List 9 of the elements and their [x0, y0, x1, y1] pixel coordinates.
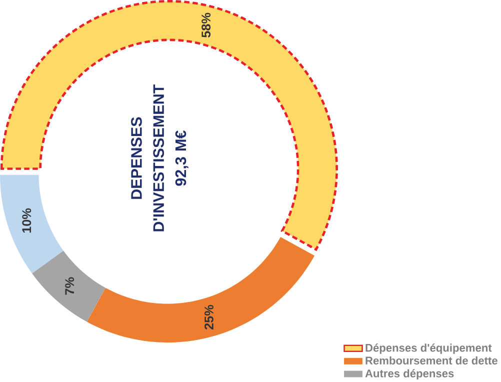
- legend-label: Dépenses d'équipement: [366, 344, 492, 354]
- data-label: 7%: [65, 277, 74, 295]
- text: DEPENSES D'INVESTISSEMENT: [131, 84, 164, 232]
- text: 92,3 M€: [175, 130, 188, 186]
- data-label: 10%: [22, 208, 32, 233]
- legend-label: Autres dépenses: [365, 369, 454, 380]
- data-label: 58%: [202, 12, 211, 38]
- legend-label: Remboursement de dette: [366, 356, 498, 365]
- data-label: 25%: [204, 304, 214, 330]
